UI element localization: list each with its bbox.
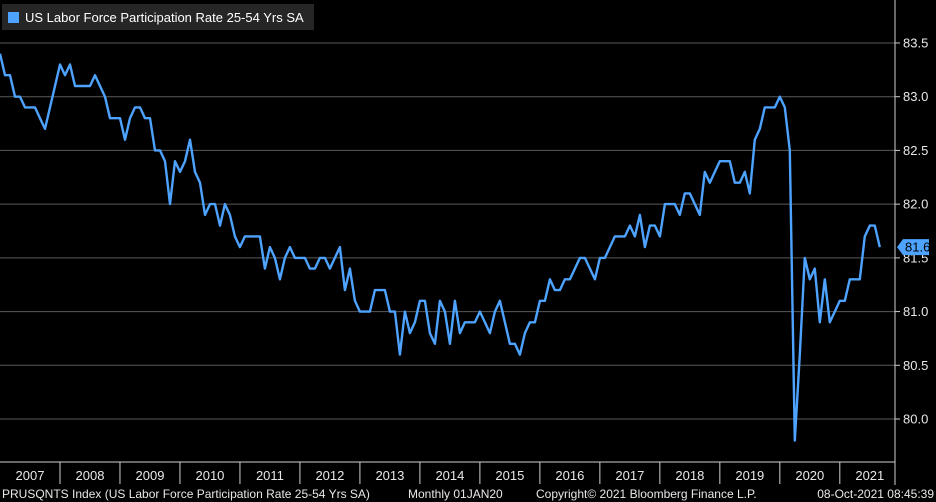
x-tick-label: 2017 [615, 468, 644, 483]
x-tick-label: 2021 [855, 468, 884, 483]
footer-copyright: Copyright© 2021 Bloomberg Finance L.P. [536, 486, 757, 501]
x-tick-label: 2009 [136, 468, 165, 483]
x-tick-label: 2008 [76, 468, 105, 483]
y-tick-label: 82.5 [903, 143, 928, 158]
y-tick-label: 80.5 [903, 358, 928, 373]
grid-lines [0, 42, 895, 420]
footer-source: PRUSQNTS Index (US Labor Force Participa… [2, 486, 370, 501]
y-tick-label: 80.0 [903, 412, 928, 427]
legend: US Labor Force Participation Rate 25-54 … [2, 4, 314, 30]
y-axis-ticks: 80.080.581.081.582.082.583.083.5 [895, 35, 928, 427]
y-tick-label: 81.0 [903, 304, 928, 319]
last-value-badge: 81.6 [897, 239, 930, 256]
x-tick-label: 2020 [795, 468, 824, 483]
y-tick-label: 82.0 [903, 197, 928, 212]
series-line [0, 53, 881, 442]
x-tick-label: 2007 [16, 468, 45, 483]
chart: 2007 2008 2009 2010 2011 2012 2013 2014 2015 2016… [0, 0, 930, 485]
y-tick-label: 83.5 [903, 35, 928, 50]
x-tick-label: 2011 [256, 468, 284, 483]
y-tick-label: 83.0 [903, 89, 928, 104]
x-tick-label: 2014 [435, 468, 464, 483]
last-value-badge-shape [897, 239, 929, 256]
x-tick-label: 2018 [675, 468, 704, 483]
x-tick-label: 2016 [555, 468, 584, 483]
legend-label: US Labor Force Participation Rate 25-54 … [25, 9, 304, 25]
x-tick-label: 2010 [195, 468, 224, 483]
x-axis-ticks: 2007 2008 2009 2010 2011 2012 2013 2014 2015 2016… [16, 462, 884, 484]
x-tick-label: 2012 [315, 468, 344, 483]
x-tick-label: 2019 [735, 468, 764, 483]
last-value-badge-text: 81.6 [905, 240, 930, 255]
x-tick-label: 2013 [375, 468, 404, 483]
footer-frequency: Monthly 01JAN20 [408, 486, 503, 501]
x-tick-label: 2015 [495, 468, 524, 483]
footer: PRUSQNTS Index (US Labor Force Participa… [0, 485, 936, 502]
legend-swatch [8, 11, 19, 23]
footer-timestamp: 08-Oct-2021 08:45:39 [817, 486, 934, 501]
